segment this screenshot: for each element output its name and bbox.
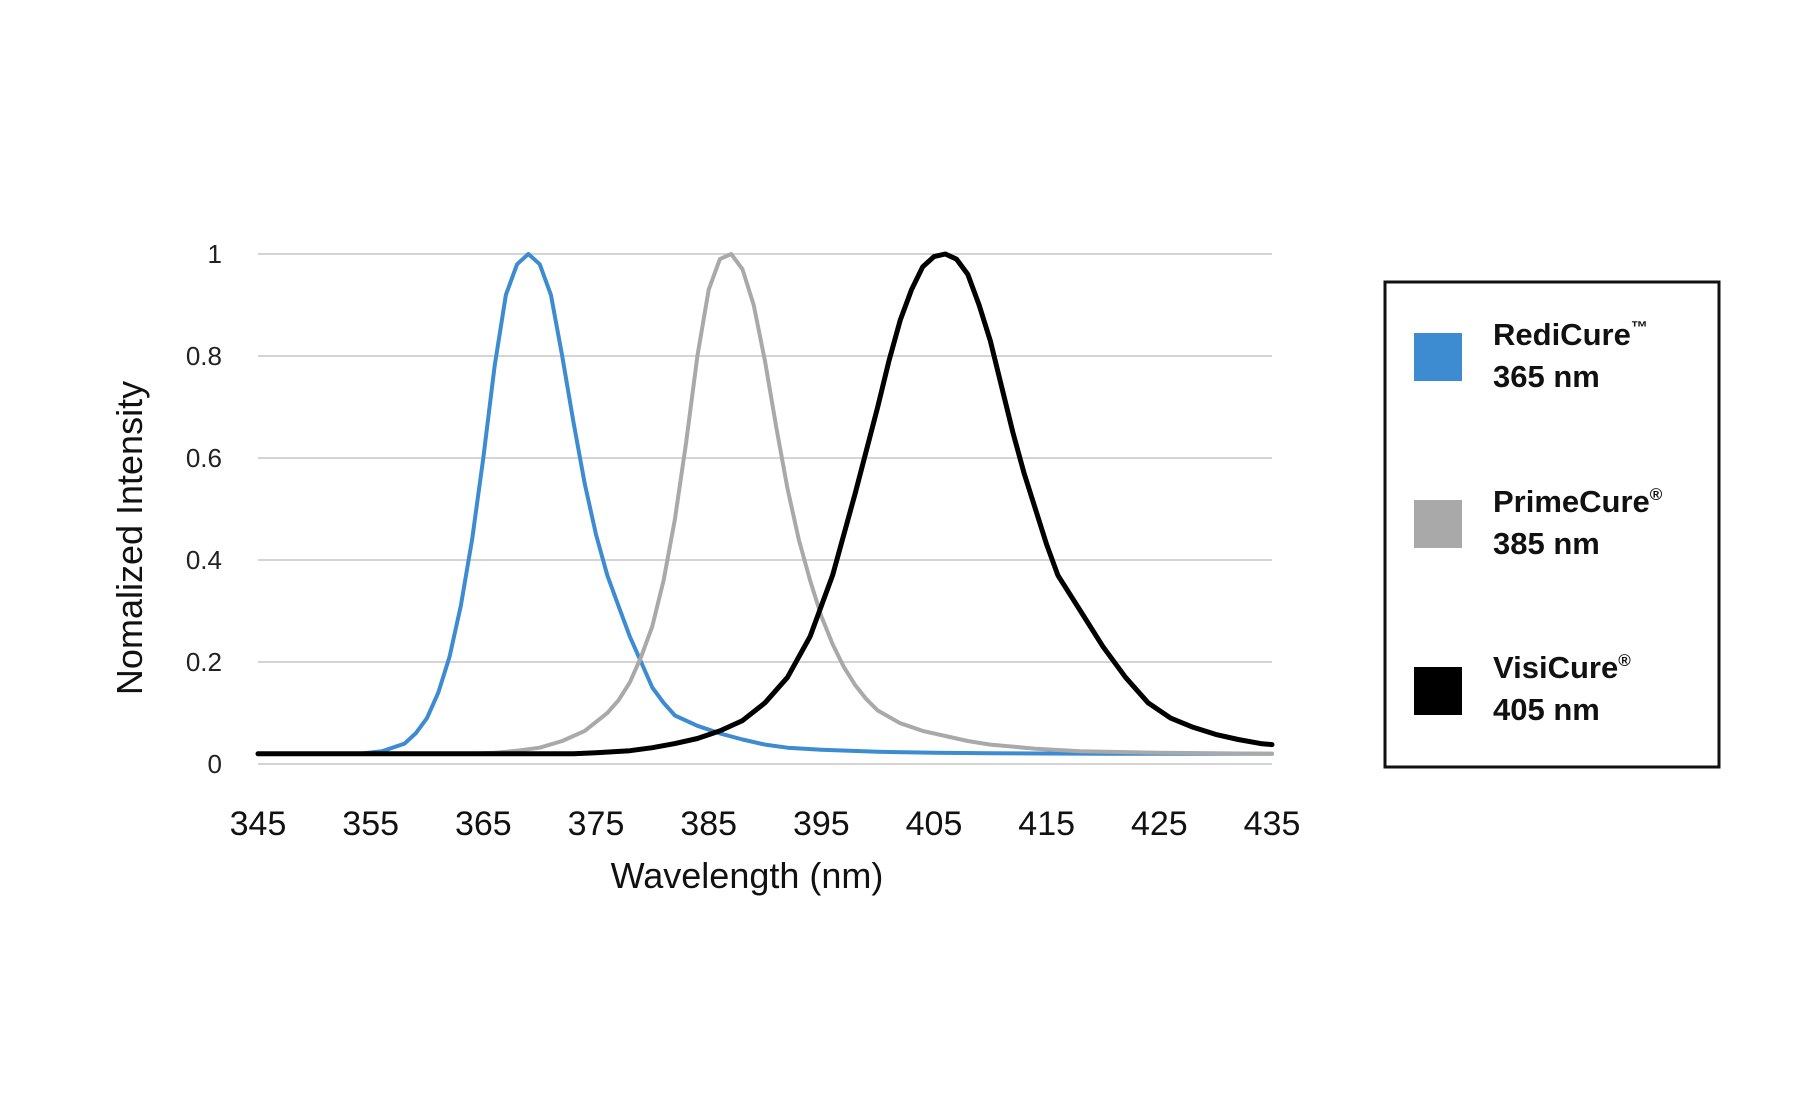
legend-swatch-visicure [1414, 667, 1462, 715]
legend-wavelength-visicure: 405 nm [1493, 692, 1600, 727]
y-tick-label: 1 [208, 239, 222, 269]
legend-name-redicure: RediCure [1493, 317, 1631, 352]
x-tick-label: 435 [1244, 805, 1301, 843]
legend: RediCure™ 365 nm PrimeCure® 385 nm VisiC… [1383, 280, 1721, 769]
legend-item-primecure: PrimeCure® 385 nm [1414, 484, 1663, 561]
x-tick-label: 345 [230, 805, 287, 843]
series-line-redicure [256, 252, 1274, 756]
y-tick-labels: 0 0.2 0.4 0.6 0.8 1 [186, 239, 222, 779]
legend-name-primecure: PrimeCure [1493, 484, 1650, 519]
x-tick-label: 415 [1018, 805, 1075, 843]
legend-wavelength-redicure: 365 nm [1493, 359, 1600, 394]
x-tick-label: 375 [568, 805, 625, 843]
x-axis-title: Wavelength (nm) [611, 855, 884, 896]
y-axis-title: Nomalized Intensity [109, 381, 150, 695]
legend-wavelength-primecure: 385 nm [1493, 526, 1600, 561]
legend-label-primecure: PrimeCure® [1493, 484, 1663, 519]
x-tick-labels: 345 355 365 375 385 395 405 415 425 435 [230, 805, 1301, 843]
x-tick-label: 355 [342, 805, 399, 843]
x-tick-label: 385 [680, 805, 737, 843]
series-line-visicure [255, 251, 1275, 757]
legend-item-redicure: RediCure™ 365 nm [1414, 317, 1648, 394]
legend-name-visicure: VisiCure [1493, 650, 1618, 685]
y-tick-label: 0 [208, 749, 222, 779]
legend-mark-redicure: ™ [1631, 318, 1648, 337]
x-tick-label: 425 [1131, 805, 1188, 843]
legend-item-visicure: VisiCure® 405 nm [1414, 650, 1631, 727]
legend-label-redicure: RediCure™ [1493, 317, 1648, 352]
legend-swatch-redicure [1414, 333, 1462, 381]
legend-mark-primecure: ® [1650, 485, 1663, 504]
y-tick-label: 0.8 [186, 341, 222, 371]
x-tick-label: 365 [455, 805, 512, 843]
y-tick-label: 0.4 [186, 545, 222, 575]
legend-swatch-primecure [1414, 500, 1462, 548]
x-tick-label: 405 [906, 805, 963, 843]
series-lines [255, 251, 1275, 757]
legend-mark-visicure: ® [1618, 651, 1631, 670]
series-line-primecure [256, 252, 1274, 756]
x-tick-label: 395 [793, 805, 850, 843]
legend-label-visicure: VisiCure® [1493, 650, 1631, 685]
grid-lines [258, 253, 1272, 765]
y-tick-label: 0.2 [186, 647, 222, 677]
y-tick-label: 0.6 [186, 443, 222, 473]
